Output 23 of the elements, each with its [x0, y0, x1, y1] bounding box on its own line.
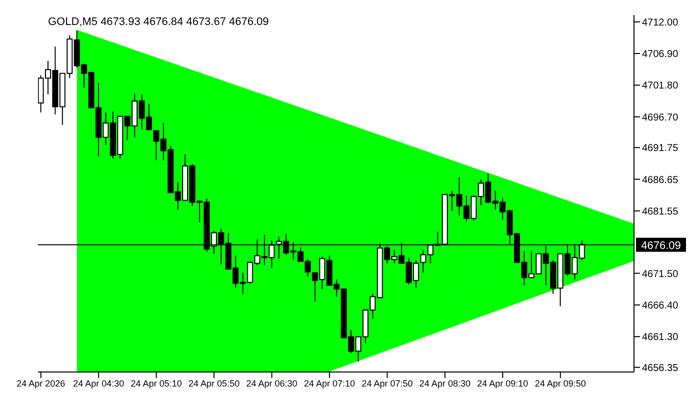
y-tick-label: 4712.00	[642, 17, 679, 28]
y-tick-label: 4666.40	[642, 300, 679, 312]
x-tick-label: 24 Apr 06:30	[246, 378, 298, 388]
y-tick-label: 4681.55	[642, 206, 679, 218]
x-tick-label: 24 Apr 04:30	[73, 378, 124, 388]
y-tick-label: 4706.90	[642, 49, 679, 60]
x-tick-label: 24 Apr 05:50	[188, 378, 240, 388]
x-tick-label: 24 Apr 09:50	[534, 378, 586, 388]
x-tick-label: 24 Apr 05:10	[130, 378, 182, 388]
x-tick-label: 24 Apr 08:30	[419, 378, 470, 388]
y-tick-label: 4691.75	[642, 143, 679, 154]
x-tick-label: 24 Apr 07:50	[362, 378, 413, 388]
y-tick-label: 4661.30	[642, 332, 679, 344]
y-tick-label: 4686.65	[642, 174, 679, 186]
ref-line-label: 4676.09	[641, 240, 681, 252]
y-tick-label: 4671.50	[642, 268, 679, 280]
y-tick-label: 4656.35	[642, 362, 679, 374]
x-tick-label: 24 Apr 09:10	[477, 378, 528, 388]
x-tick-label: 24 Apr 07:10	[304, 378, 356, 388]
y-tick-label: 4701.80	[642, 80, 679, 92]
x-tick-label: 24 Apr 2026	[16, 378, 66, 388]
chart-title: GOLD,M5 4673.93 4676.84 4673.67 4676.09	[48, 16, 269, 28]
y-tick-label: 4696.70	[642, 112, 679, 124]
